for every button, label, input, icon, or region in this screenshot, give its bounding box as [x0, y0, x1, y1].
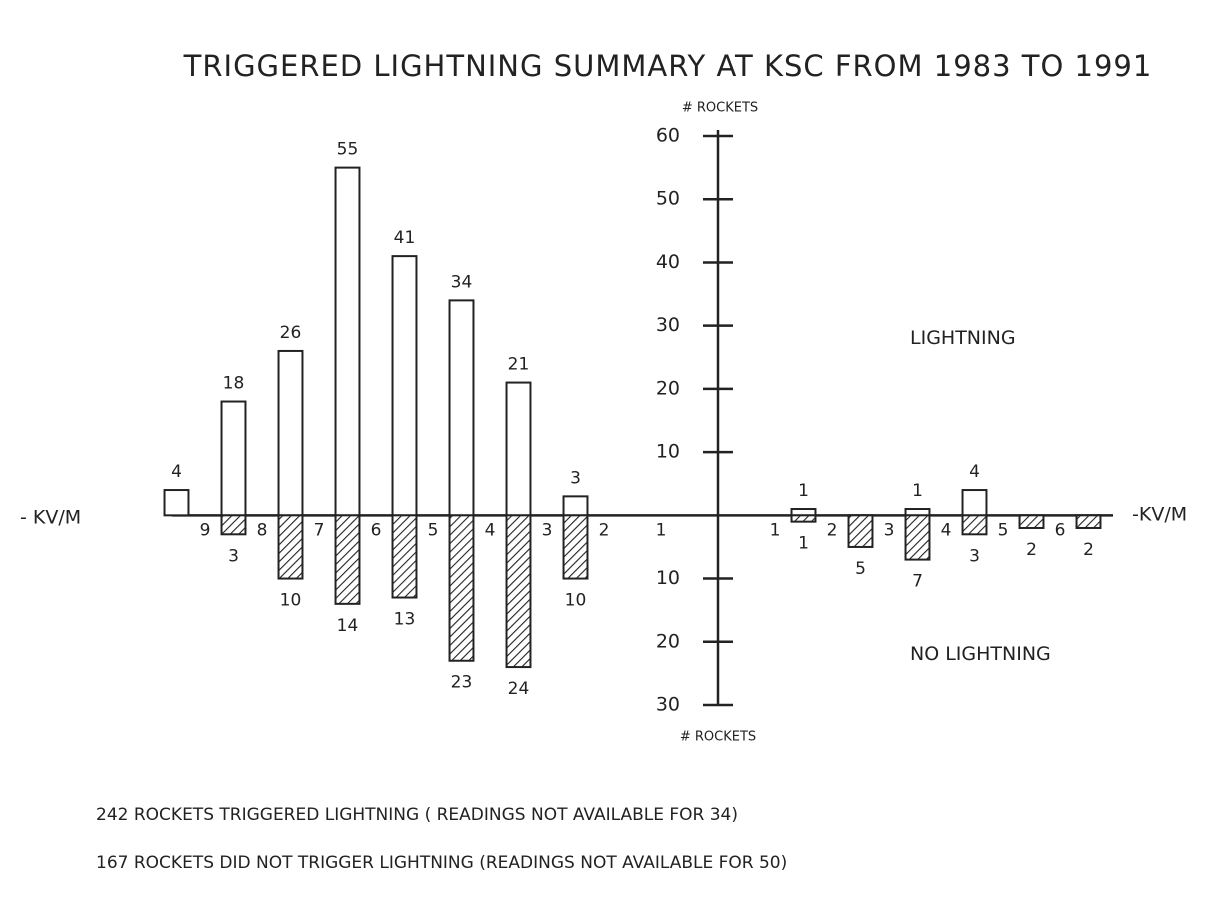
- bar: [847, 514, 874, 548]
- bar: [562, 514, 589, 580]
- x-tick-label: 6: [1055, 520, 1066, 540]
- x-tick-label: 2: [599, 520, 610, 540]
- data-label: 21: [508, 355, 530, 375]
- chart-title: TRIGGERED LIGHTNING SUMMARY AT KSC FROM …: [183, 49, 1153, 83]
- y-tick-label: 30: [656, 694, 680, 716]
- note: 167 ROCKETS DID NOT TRIGGER LIGHTNING (R…: [96, 853, 787, 873]
- x-tick-label: 6: [371, 520, 382, 540]
- data-label: 4: [969, 462, 980, 482]
- x-tick-label: 4: [485, 520, 496, 540]
- bar: [904, 514, 931, 561]
- data-label: 24: [508, 679, 530, 699]
- y-tick-label: 30: [656, 314, 680, 336]
- bar: [961, 489, 988, 517]
- x-tick-label: 5: [428, 520, 439, 540]
- x-tick-label: 2: [827, 520, 838, 540]
- bar: [1018, 514, 1045, 529]
- x-tick-label: 8: [257, 520, 268, 540]
- x-tick-label: 7: [314, 520, 325, 540]
- x-tick-label: 3: [884, 520, 895, 540]
- bar: [334, 514, 361, 605]
- x-tick-label: 9: [200, 520, 211, 540]
- y-tick-label: 10: [656, 441, 680, 463]
- bar: [163, 489, 190, 517]
- bar: [790, 514, 817, 523]
- data-label: 3: [570, 468, 581, 488]
- bar: [277, 349, 304, 517]
- data-label: 26: [280, 323, 302, 343]
- bar: [391, 255, 418, 517]
- bar: [220, 514, 247, 536]
- data-label: 13: [394, 610, 416, 630]
- data-label: 18: [223, 374, 245, 394]
- data-label: 34: [451, 272, 473, 292]
- data-label: 1: [912, 481, 923, 501]
- y-axis-label: # ROCKETS: [682, 101, 758, 116]
- bar: [277, 514, 304, 580]
- data-label: 55: [337, 140, 359, 160]
- y-tick-label: 40: [656, 251, 680, 273]
- y-tick-label: 20: [656, 377, 680, 399]
- y-tick-label: 10: [656, 567, 680, 589]
- legend-label: NO LIGHTNING: [910, 643, 1051, 665]
- data-label: 41: [394, 228, 416, 248]
- data-label: 5: [855, 559, 866, 579]
- legend-label: LIGHTNING: [910, 327, 1016, 349]
- bar: [1075, 514, 1102, 529]
- note: 242 ROCKETS TRIGGERED LIGHTNING ( READIN…: [96, 805, 738, 825]
- data-label: 4: [171, 462, 182, 482]
- bar: [334, 166, 361, 517]
- bar: [562, 495, 589, 517]
- y-tick-label: 50: [656, 188, 680, 210]
- data-label: 1: [798, 481, 809, 501]
- data-label: 3: [228, 546, 239, 566]
- bar: [220, 400, 247, 517]
- x-tick-label: 4: [941, 520, 952, 540]
- data-label: 1: [798, 534, 809, 554]
- bar: [448, 514, 475, 662]
- data-label: 3: [969, 546, 980, 566]
- bar: [505, 381, 532, 517]
- x-axis-label: - KV/M: [20, 507, 81, 529]
- data-label: 10: [565, 591, 587, 611]
- data-label: 10: [280, 591, 302, 611]
- x-axis-label: -KV/M: [1132, 504, 1187, 526]
- y-tick-label: 20: [656, 630, 680, 652]
- x-tick-label: 3: [542, 520, 553, 540]
- data-label: 2: [1083, 540, 1094, 560]
- bar: [448, 299, 475, 517]
- data-label: 2: [1026, 540, 1037, 560]
- bar: [391, 514, 418, 599]
- bar: [961, 514, 988, 536]
- x-tick-label: 5: [998, 520, 1009, 540]
- data-label: 7: [912, 572, 923, 592]
- data-label: 14: [337, 616, 359, 636]
- x-tick-label: 1: [656, 520, 667, 540]
- bar: [505, 514, 532, 669]
- data-label: 23: [451, 673, 473, 693]
- x-tick-label: 1: [770, 520, 781, 540]
- y-axis-label: # ROCKETS: [680, 730, 756, 745]
- y-tick-label: 60: [656, 125, 680, 147]
